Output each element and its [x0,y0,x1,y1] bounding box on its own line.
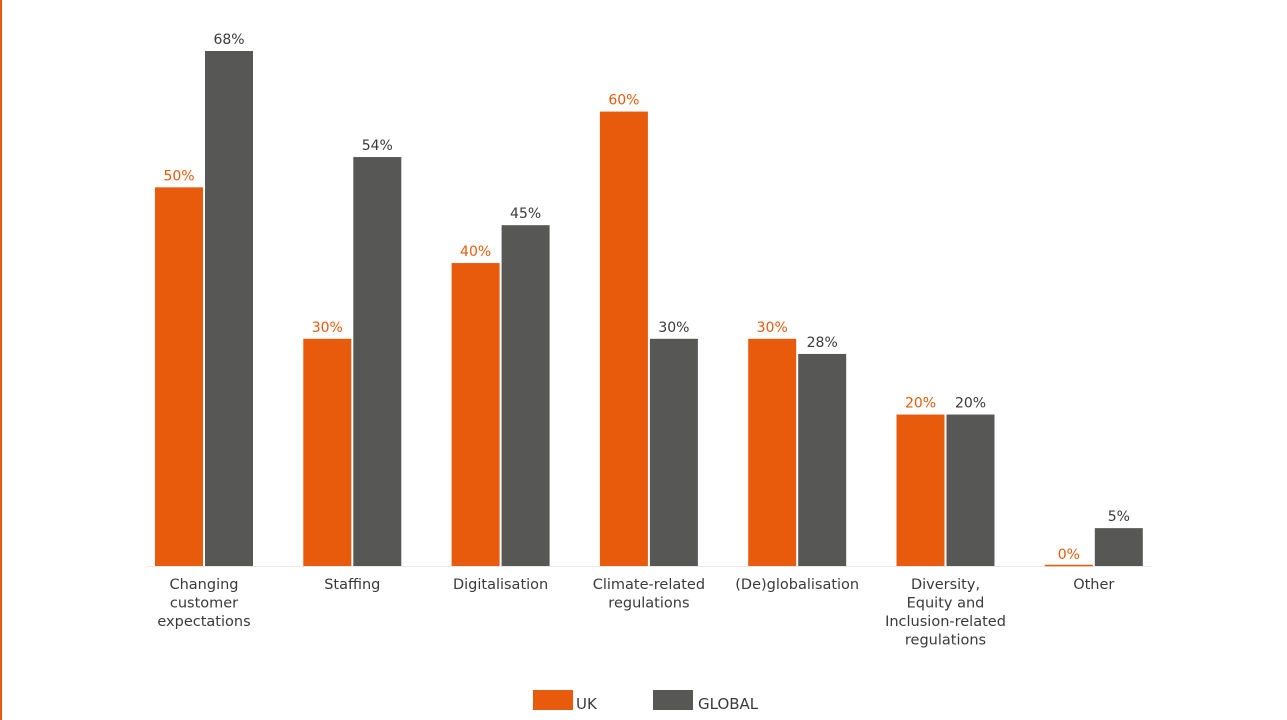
value-label-uk-4: 30% [757,320,788,336]
bars-layer [155,51,1143,567]
category-label-6-line-0: Other [1073,577,1114,593]
category-label-0-line-1: customer [170,596,238,612]
value-label-uk-0: 50% [163,168,194,184]
value-label-global-3: 30% [658,320,689,336]
legend-label-global: GLOBAL [698,695,759,713]
value-label-global-5: 20% [955,396,986,412]
category-label-0-line-2: expectations [157,614,250,630]
value-label-uk-5: 20% [905,396,936,412]
bar-uk-5 [896,414,945,566]
category-label-5-line-3: regulations [905,633,986,649]
bar-uk-2 [451,263,500,566]
category-label-5-line-1: Equity and [907,596,985,612]
value-label-global-4: 28% [807,335,838,351]
category-label-4-line-0: (De)globalisation [735,577,859,593]
value-label-uk-3: 60% [608,93,639,109]
bar-uk-3 [599,111,648,567]
legend-swatch-uk [533,690,573,710]
category-label-3-line-1: regulations [608,596,689,612]
value-label-global-1: 54% [362,138,393,154]
value-label-uk-6: 0% [1058,547,1080,563]
category-label-3-line-0: Climate-related [593,577,705,593]
value-label-uk-1: 30% [312,320,343,336]
bar-uk-1 [303,338,352,566]
category-label-5-line-2: Inclusion-related [885,614,1006,630]
value-label-global-6: 5% [1108,509,1130,525]
bar-global-4 [798,353,847,566]
category-label-1-line-0: Staffing [324,577,380,593]
legend: UK GLOBAL [533,690,759,713]
bar-uk-0 [155,187,203,566]
category-labels-layer: Changing customer expectations Staffing Digi… [157,577,1114,649]
bar-global-2 [501,225,550,567]
bar-global-5 [946,414,995,566]
bar-global-6 [1094,528,1143,566]
legend-label-uk: UK [576,695,598,713]
bar-global-3 [649,338,698,566]
legend-swatch-global [653,690,693,710]
bar-global-1 [353,157,402,566]
category-label-0-line-0: Changing [169,577,238,593]
value-label-global-0: 68% [213,32,244,48]
category-label-5-line-0: Diversity, [911,577,980,593]
category-label-2-line-0: Digitalisation [453,577,548,593]
value-labels-layer: 50% 68% 30% 54% 40% 45% 60% 30% 30% 28% 20% 20% 0% 5% [163,32,1129,563]
bar-global-0 [205,51,253,566]
value-label-uk-2: 40% [460,244,491,260]
bar-uk-4 [748,338,797,566]
value-label-global-2: 45% [510,206,541,222]
